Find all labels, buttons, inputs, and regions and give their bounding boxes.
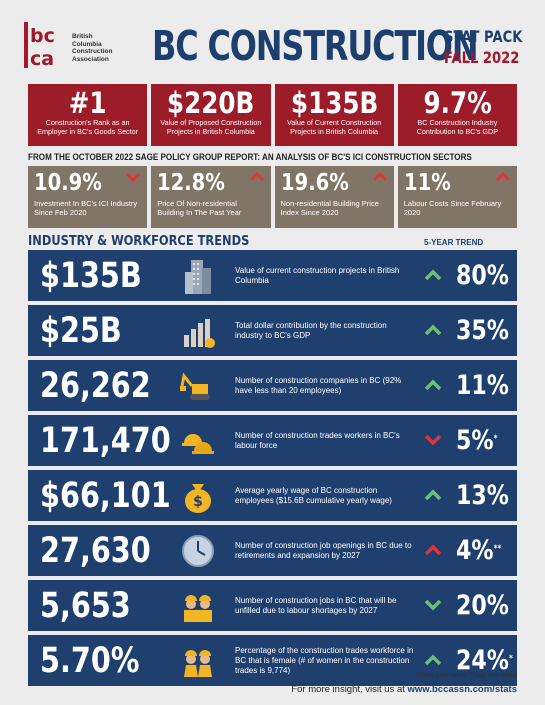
trend-percent: 24%* bbox=[456, 645, 513, 676]
trend-value: 171,470 bbox=[40, 421, 171, 461]
chevron-down-icon bbox=[126, 172, 141, 182]
ici-heading: FROM THE OCTOBER 2022 SAGE POLICY GROUP … bbox=[28, 152, 472, 162]
trend-value: 5,653 bbox=[40, 586, 131, 626]
bar-chart-coin-icon bbox=[184, 319, 215, 348]
trend-row: $135B Value of current construction proj… bbox=[28, 250, 517, 301]
trend-description: Number of construction jobs in BC that w… bbox=[235, 595, 397, 615]
chevron-up-icon bbox=[424, 324, 442, 336]
svg-text:$: $ bbox=[193, 494, 203, 510]
ici-label: Investment In BC's ICI Industry Since Fe… bbox=[34, 199, 138, 217]
highlight-value: $135B bbox=[290, 86, 378, 120]
trend-value: $66,101 bbox=[40, 476, 171, 516]
ici-label: Non-residential Building Price Index Sin… bbox=[280, 199, 379, 217]
trend-value: 26,262 bbox=[40, 366, 151, 406]
trend-percent: 13% bbox=[456, 480, 510, 511]
footer-link[interactable]: www.bccassn.com/stats bbox=[407, 684, 517, 695]
chevron-up-icon bbox=[424, 544, 442, 556]
trend-description: Total dollar contribution by the constru… bbox=[235, 320, 387, 340]
logo-line: Construction bbox=[72, 48, 113, 56]
stat-pack-label: STAT PACK bbox=[444, 27, 523, 46]
highlight-value: #1 bbox=[68, 86, 107, 120]
highlight-value: $220B bbox=[167, 86, 255, 120]
trend-value: $25B bbox=[40, 311, 122, 351]
highlight-card: $135B Value of Current Construction Proj… bbox=[274, 84, 394, 146]
ici-row: 10.9% Investment In BC's ICI Industry Si… bbox=[28, 166, 517, 228]
chevron-up-icon bbox=[372, 172, 387, 182]
trend-percent: 4%** bbox=[456, 535, 502, 566]
logo-line: Columbia bbox=[72, 40, 102, 48]
ici-value: 10.9% bbox=[34, 170, 102, 196]
footer: For more insight, visit us at www.bccass… bbox=[291, 684, 517, 695]
chevron-down-icon bbox=[424, 434, 442, 446]
highlight-label: BC Construction Industry Contribution to… bbox=[416, 118, 499, 136]
ici-value: 12.8% bbox=[157, 170, 226, 196]
trend-percent: 35% bbox=[456, 315, 510, 346]
trend-row: $25B Total dollar contribution by the co… bbox=[28, 305, 517, 356]
logo-line: Association bbox=[72, 55, 109, 63]
ici-card: 12.8% Price Of Non-residential Building … bbox=[151, 166, 271, 228]
trend-row: 5,653 Number of construction jobs in BC … bbox=[28, 580, 517, 631]
buildings-icon bbox=[185, 260, 211, 294]
trend-column-heading: 5-YEAR TREND bbox=[424, 238, 484, 247]
highlight-row: #1 Construction's Rank as an Employer in… bbox=[28, 84, 517, 146]
footer-text: For more insight, visit us at bbox=[291, 684, 408, 695]
clock-icon bbox=[182, 535, 214, 567]
trend-value: $135B bbox=[40, 256, 142, 296]
chevron-up-icon bbox=[496, 172, 510, 182]
excavator-icon bbox=[180, 372, 210, 400]
highlight-card: #1 Construction's Rank as an Employer in… bbox=[28, 84, 148, 146]
ici-card: 19.6% Non-residential Building Price Ind… bbox=[274, 166, 394, 228]
trend-percent: 11% bbox=[456, 370, 510, 401]
female-workers-icon bbox=[184, 650, 212, 677]
chevron-up-icon bbox=[424, 489, 442, 501]
trend-description: Number of construction companies in BC (… bbox=[235, 375, 402, 395]
season-label: FALL 2022 bbox=[444, 48, 520, 67]
ici-value: 11% bbox=[403, 170, 451, 196]
trend-row: 5.70% Percentage of the construction tra… bbox=[28, 635, 517, 686]
trend-value: 5.70% bbox=[40, 641, 140, 681]
svg-text:ca: ca bbox=[30, 48, 54, 68]
chevron-up-icon bbox=[424, 379, 442, 391]
ici-label: Labour Costs Since February 2020 bbox=[403, 199, 502, 217]
ici-card: 11% Labour Costs Since February 2020 bbox=[397, 166, 517, 228]
money-bag-icon: $ bbox=[185, 484, 211, 513]
highlight-card: 9.7% BC Construction Industry Contributi… bbox=[397, 84, 517, 146]
highlight-label: Value of Proposed Construction Projects … bbox=[160, 118, 262, 136]
ici-label: Price Of Non-residential Building In The… bbox=[157, 199, 242, 217]
trend-row: $66,101 $ Average yearly wage of BC cons… bbox=[28, 470, 517, 521]
trend-row: 171,470 Number of construction trades wo… bbox=[28, 415, 517, 466]
trends-list: $135B Value of current construction proj… bbox=[28, 250, 517, 690]
ici-value: 19.6% bbox=[280, 170, 349, 196]
chevron-up-icon bbox=[424, 269, 442, 281]
highlight-card: $220B Value of Proposed Construction Pro… bbox=[151, 84, 271, 146]
trend-description: Percentage of the construction trades wo… bbox=[235, 645, 414, 675]
trends-heading: INDUSTRY & WORKFORCE TRENDS bbox=[28, 234, 250, 249]
bcca-logo: bc ca bbox=[24, 22, 55, 68]
footnote: *Three year trend **Four year trend bbox=[415, 672, 517, 679]
trend-description: Number of construction trades workers in… bbox=[235, 430, 400, 450]
svg-text:bc: bc bbox=[30, 25, 55, 47]
trend-row: 27,630 Number of construction job openin… bbox=[28, 525, 517, 576]
trend-percent: 5%* bbox=[456, 425, 498, 456]
highlight-value: 9.7% bbox=[423, 86, 492, 120]
workers-icon bbox=[184, 595, 212, 622]
trend-percent: 20% bbox=[456, 590, 510, 621]
trend-row: 26,262 Number of construction companies … bbox=[28, 360, 517, 411]
chevron-up-icon bbox=[424, 654, 442, 666]
chevron-down-icon bbox=[424, 599, 442, 611]
hardhats-icon bbox=[182, 434, 214, 454]
trend-description: Number of construction job openings in B… bbox=[235, 540, 412, 560]
chevron-up-icon bbox=[249, 172, 264, 182]
trend-value: 27,630 bbox=[40, 531, 151, 571]
header: bc ca British Columbia Construction Asso… bbox=[0, 0, 545, 82]
logo-line: British bbox=[72, 33, 93, 40]
highlight-label: Value of Current Construction Projects i… bbox=[287, 118, 382, 136]
trend-description: Value of current construction projects i… bbox=[235, 265, 400, 285]
logo-text: British Columbia Construction Associatio… bbox=[72, 33, 142, 63]
ici-card: 10.9% Investment In BC's ICI Industry Si… bbox=[28, 166, 148, 228]
page-title: BC CONSTRUCTION bbox=[152, 22, 479, 70]
trend-description: Average yearly wage of BC construction e… bbox=[235, 485, 392, 505]
trend-percent: 80% bbox=[456, 260, 510, 291]
highlight-label: Construction's Rank as an Employer in BC… bbox=[37, 118, 139, 136]
